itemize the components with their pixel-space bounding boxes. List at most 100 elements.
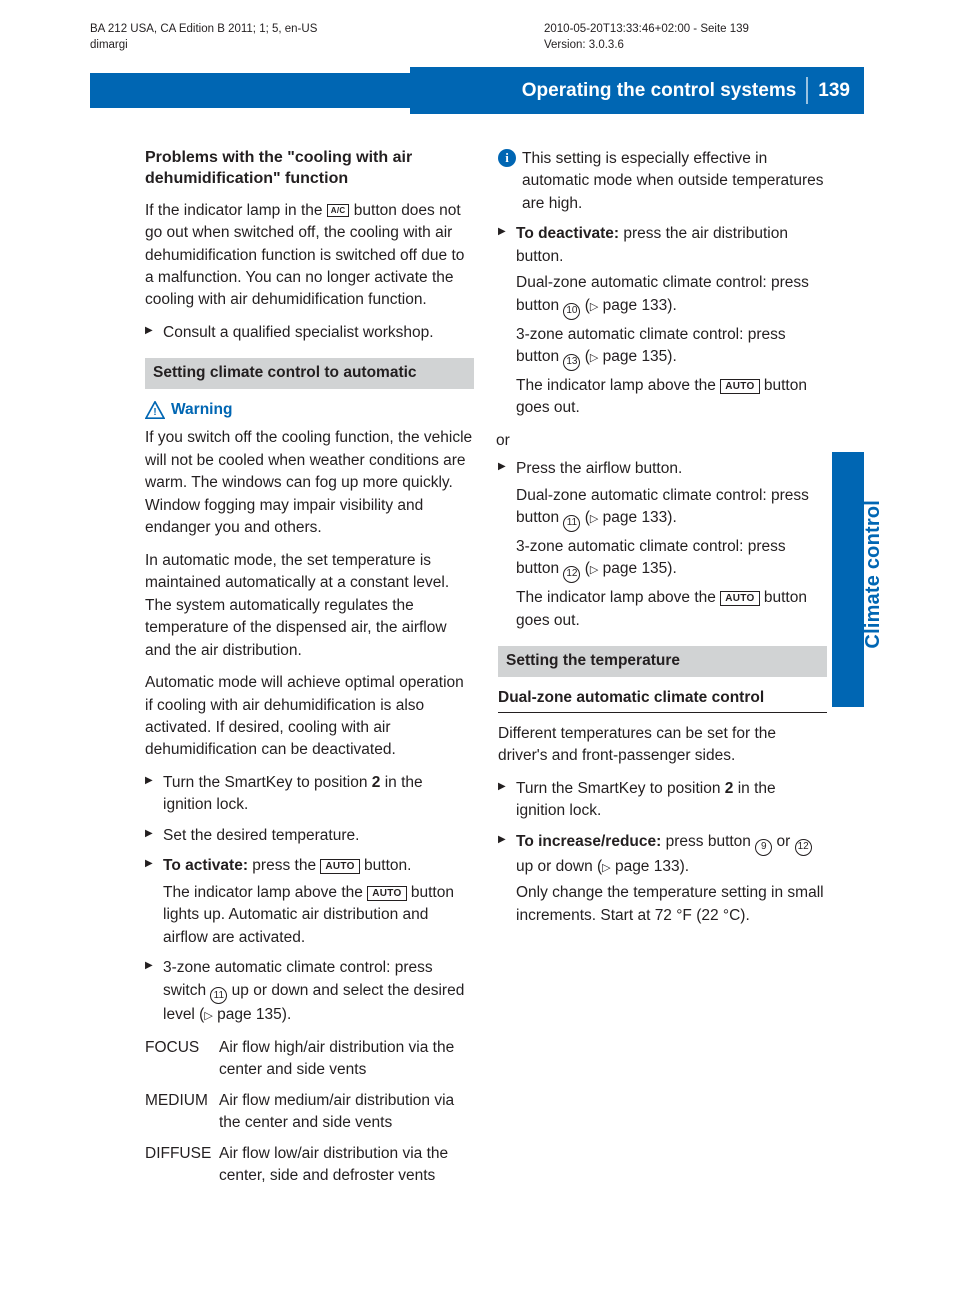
list-item: Turn the SmartKey to position 2 in the i… [145, 772, 474, 817]
sub-text: Dual-zone automatic climate control: pre… [516, 272, 827, 319]
level-desc: Air flow high/air distribution via the c… [219, 1037, 474, 1082]
banner-page-number: 139 [818, 77, 850, 105]
callout-circle: 12 [795, 839, 812, 856]
info-note: i This setting is especially effective i… [498, 148, 827, 215]
list-item: Press the airflow button. Dual-zone auto… [498, 458, 827, 632]
list-item: To deactivate: press the air distributio… [498, 223, 827, 419]
text: Set the desired temperature. [163, 827, 359, 844]
bold: To deactivate: [516, 225, 619, 242]
section-bar-temperature: Setting the temperature [498, 646, 827, 676]
or-separator: or [496, 430, 827, 452]
list-item: Set the desired temperature. [145, 825, 474, 847]
callout-circle: 11 [210, 987, 227, 1004]
problems-paragraph: If the indicator lamp in the A/C button … [145, 200, 474, 312]
auto-button-icon: AUTO [720, 379, 759, 394]
bold: To increase/reduce: [516, 833, 661, 850]
warning-text: If you switch off the cooling function, … [145, 427, 474, 539]
deactivate-list: To deactivate: press the air distributio… [498, 223, 827, 419]
level-label: FOCUS [145, 1037, 219, 1082]
text: Turn the SmartKey to position [163, 774, 372, 791]
text: The indicator lamp above the [516, 589, 720, 606]
callout-circle: 13 [563, 354, 580, 371]
list-item: To activate: press the AUTO button. The … [145, 855, 474, 949]
callout-circle: 9 [755, 839, 772, 856]
airflow-list: Press the airflow button. Dual-zone auto… [498, 458, 827, 632]
table-row: MEDIUM Air flow medium/air distribution … [145, 1090, 474, 1135]
sub-text: 3-zone automatic climate control: press … [516, 324, 827, 371]
text: Consult a qualified specialist workshop. [163, 324, 434, 341]
meta-author: dimargi [90, 38, 410, 54]
text: The indicator lamp above the [163, 884, 367, 901]
ref-triangle-icon: ▷ [204, 1009, 212, 1025]
content-area: Problems with the "cooling with air dehu… [145, 148, 827, 1196]
auto-mode-paragraph-1: In automatic mode, the set temperature i… [145, 550, 474, 662]
meta-right: 2010-05-20T13:33:46+02:00 - Seite 139 Ve… [544, 22, 864, 53]
sub-text: The indicator lamp above the AUTO button… [163, 882, 474, 949]
warning-header: ! Warning [145, 399, 474, 421]
text: press button [661, 833, 755, 850]
text: up or down ( [516, 858, 602, 875]
auto-button-icon: AUTO [320, 859, 359, 874]
text: page 133). [611, 858, 689, 875]
text: Turn the SmartKey to position [516, 780, 725, 797]
section-heading-problems: Problems with the "cooling with air dehu… [145, 148, 474, 190]
auto-steps-list: Turn the SmartKey to position 2 in the i… [145, 772, 474, 1027]
text: page 133). [598, 509, 676, 526]
list-item: To increase/reduce: press button 9 or 12… [498, 831, 827, 927]
list-item: Consult a qualified specialist workshop. [145, 322, 474, 344]
subheading-dualzone: Dual-zone automatic climate control [498, 687, 827, 713]
meta-edition: BA 212 USA, CA Edition B 2011; 1; 5, en-… [90, 22, 410, 38]
action-list: Consult a qualified specialist workshop. [145, 322, 474, 344]
level-label: DIFFUSE [145, 1143, 219, 1188]
auto-button-icon: AUTO [720, 591, 759, 606]
text: press the [248, 857, 320, 874]
banner-main: Operating the control systems 139 [410, 67, 864, 114]
text: page 135). [213, 1006, 291, 1023]
svg-text:!: ! [153, 407, 156, 418]
table-row: DIFFUSE Air flow low/air distribution vi… [145, 1143, 474, 1188]
metadata-header: BA 212 USA, CA Edition B 2011; 1; 5, en-… [90, 22, 864, 53]
text: page 135). [598, 560, 676, 577]
callout-circle: 12 [563, 566, 580, 583]
auto-mode-paragraph-2: Automatic mode will achieve optimal oper… [145, 672, 474, 762]
sub-text: The indicator lamp above the AUTO button… [516, 375, 827, 420]
text: The indicator lamp above the [516, 377, 720, 394]
callout-circle: 10 [563, 303, 580, 320]
text: button. [360, 857, 412, 874]
warning-triangle-icon: ! [145, 401, 165, 419]
sub-text: Dual-zone automatic climate control: pre… [516, 485, 827, 532]
level-label: MEDIUM [145, 1090, 219, 1135]
table-row: FOCUS Air flow high/air distribution via… [145, 1037, 474, 1082]
airflow-levels-table: FOCUS Air flow high/air distribution via… [145, 1037, 474, 1188]
info-text: This setting is especially effective in … [522, 150, 824, 212]
right-column: i This setting is especially effective i… [498, 148, 827, 1196]
ref-triangle-icon: ▷ [602, 861, 610, 877]
meta-timestamp: 2010-05-20T13:33:46+02:00 - Seite 139 [544, 22, 864, 38]
list-item: Turn the SmartKey to position 2 in the i… [498, 778, 827, 823]
meta-version: Version: 3.0.3.6 [544, 38, 864, 54]
banner-title: Operating the control systems [522, 77, 809, 105]
info-icon: i [498, 149, 516, 167]
temperature-steps-list: Turn the SmartKey to position 2 in the i… [498, 778, 827, 927]
level-desc: Air flow low/air distribution via the ce… [219, 1143, 474, 1188]
ac-button-icon: A/C [327, 204, 350, 217]
auto-button-icon: AUTO [367, 886, 406, 901]
text: page 135). [598, 348, 676, 365]
callout-circle: 11 [563, 515, 580, 532]
bold: To activate: [163, 857, 248, 874]
level-desc: Air flow medium/air distribution via the… [219, 1090, 474, 1135]
left-column: Problems with the "cooling with air dehu… [145, 148, 474, 1196]
list-item: 3-zone automatic climate control: press … [145, 957, 474, 1027]
warning-label: Warning [171, 399, 232, 421]
sub-text: The indicator lamp above the AUTO button… [516, 587, 827, 632]
text: Press the airflow button. [516, 460, 682, 477]
dualzone-paragraph: Different temperatures can be set for th… [498, 723, 827, 768]
text: or [772, 833, 794, 850]
text: If the indicator lamp in the [145, 202, 327, 219]
sub-text: Only change the temperature setting in s… [516, 882, 827, 927]
sub-text: 3-zone automatic climate control: press … [516, 536, 827, 583]
page-banner: Operating the control systems 139 [0, 67, 954, 115]
text: page 133). [598, 297, 676, 314]
chapter-label: Climate control [859, 500, 888, 720]
meta-left: BA 212 USA, CA Edition B 2011; 1; 5, en-… [90, 22, 410, 53]
